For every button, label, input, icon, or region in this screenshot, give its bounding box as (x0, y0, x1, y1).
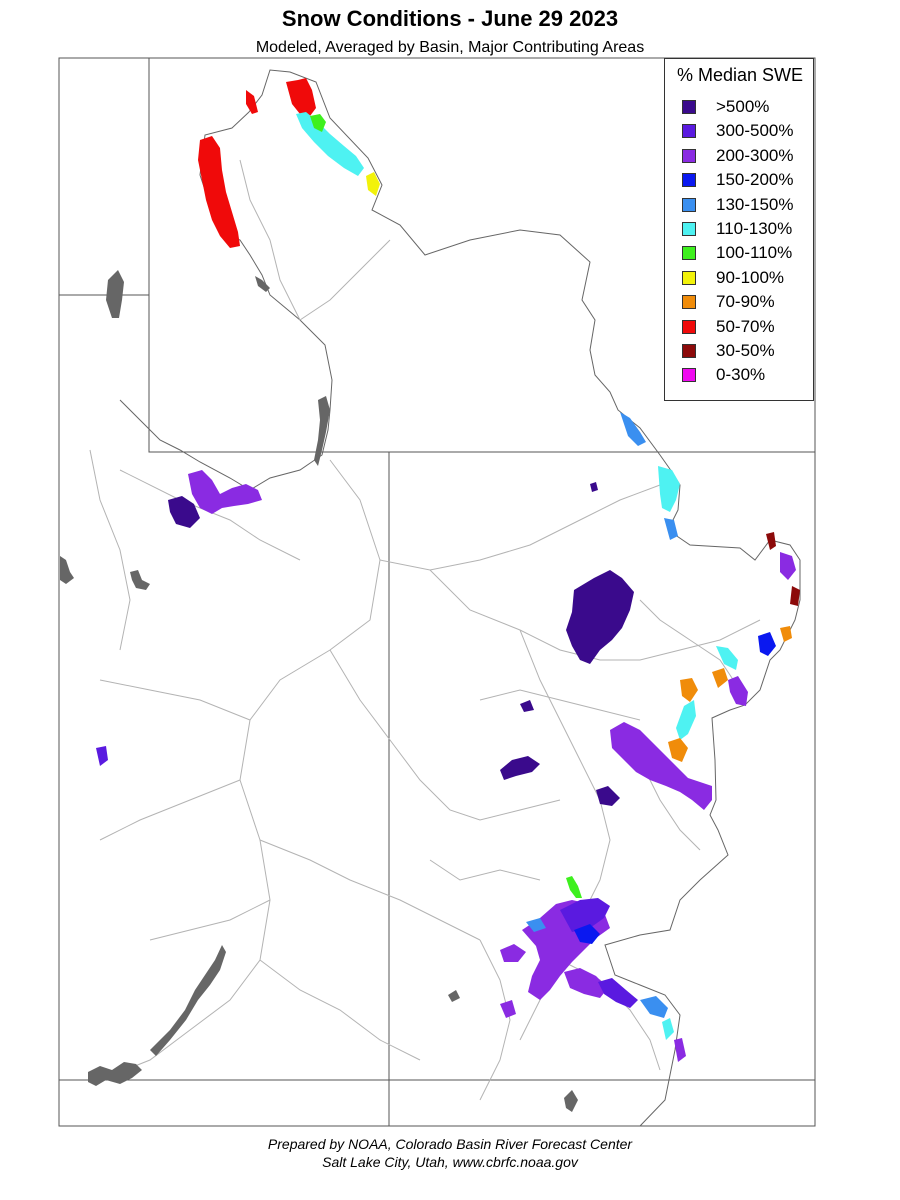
legend-swatch (682, 368, 696, 383)
legend-label: 70-90% (716, 292, 775, 312)
legend-label: 300-500% (716, 121, 794, 141)
legend-swatch (682, 197, 696, 212)
legend-label: 30-50% (716, 341, 775, 360)
legend-label: 90-100% (716, 267, 785, 287)
legend-swatch (682, 319, 696, 334)
legend-swatch (682, 344, 696, 358)
legend-label: 100-110% (716, 243, 793, 263)
legend-title: % Median SWE (676, 65, 804, 85)
legend-label: >500% (716, 97, 770, 116)
footer-prepared-by: Prepared by NOAA, Colorado Basin River F… (267, 1136, 633, 1152)
snow-patches (96, 78, 800, 1062)
legend-label: 110-130% (716, 219, 793, 238)
legend-label: 50-70% (716, 316, 775, 336)
legend-swatch (682, 148, 696, 163)
legend-swatch (682, 173, 696, 188)
legend-label: 130-150% (716, 194, 794, 214)
footer-location: Salt Lake City, Utah, www.cbrfc.noaa.gov (322, 1154, 578, 1170)
legend-swatch (682, 246, 696, 261)
legend-swatch (682, 295, 696, 310)
legend-label: 0-30% (716, 365, 766, 385)
legend-label: 150-200% (716, 170, 794, 190)
reservoirs (60, 270, 578, 1112)
legend-swatch (682, 100, 696, 114)
map-title: Snow Conditions - June 29 2023 (281, 6, 619, 31)
map-frame (58, 57, 816, 1127)
river-network (89, 159, 761, 1101)
legend-swatch (682, 124, 696, 139)
map-subtitle: Modeled, Averaged by Basin, Major Contri… (255, 39, 645, 56)
legend-label: 200-300% (716, 145, 794, 165)
legend-swatch (682, 222, 696, 236)
state-boundaries (59, 58, 815, 1126)
legend-swatch (682, 270, 696, 285)
legend: % Median SWE >500% 300-500% 200-300% 150-20… (664, 58, 814, 401)
